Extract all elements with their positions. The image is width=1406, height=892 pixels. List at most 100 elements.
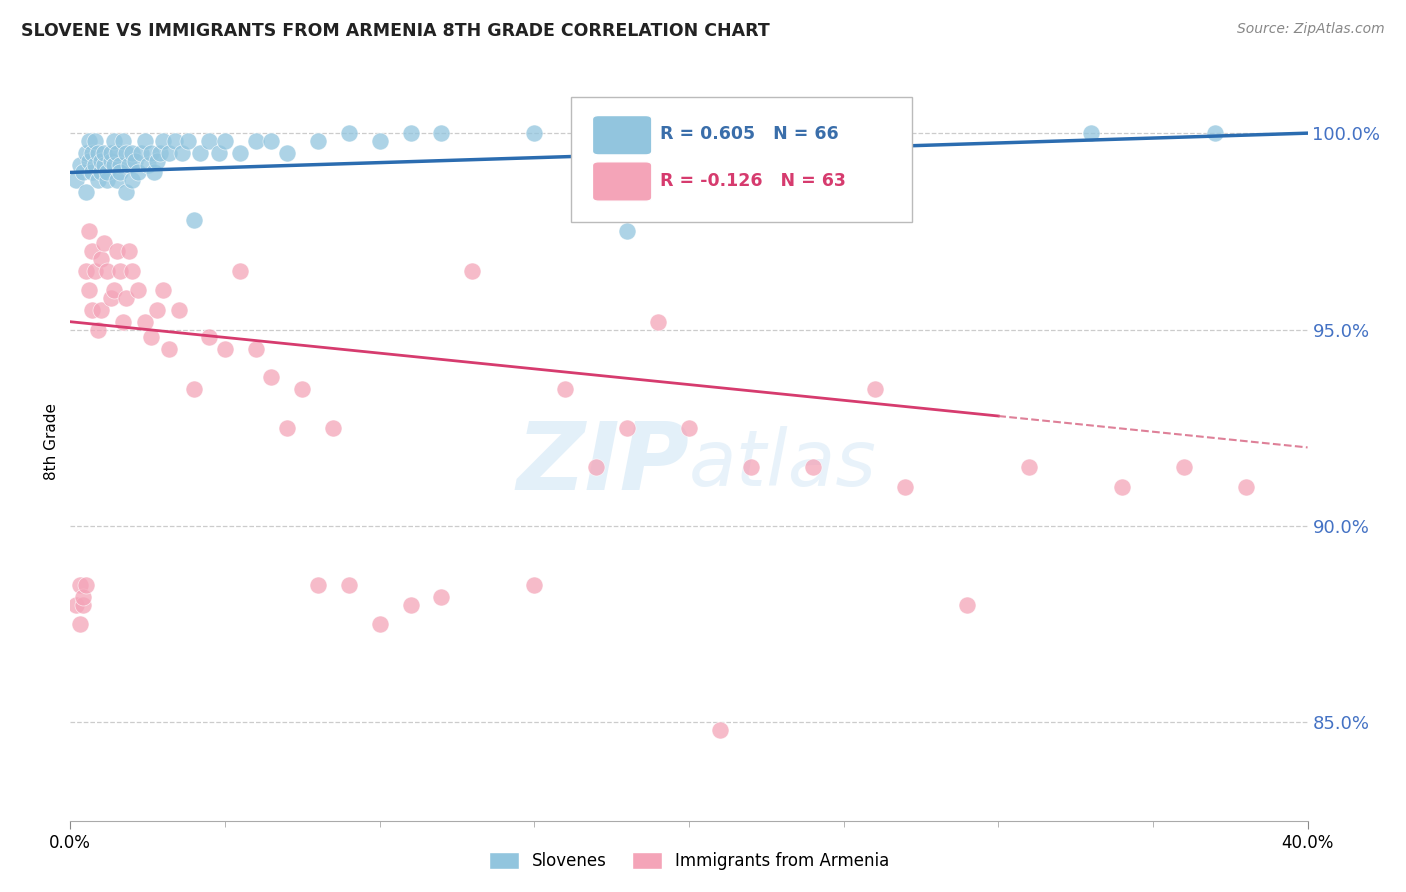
Point xyxy=(105,244,128,258)
Text: atlas: atlas xyxy=(689,426,877,502)
Point xyxy=(307,578,329,592)
Y-axis label: 8th Grade: 8th Grade xyxy=(44,403,59,480)
Point xyxy=(111,315,134,329)
Point xyxy=(124,153,146,168)
Point xyxy=(157,343,180,357)
Point xyxy=(616,421,638,435)
Point xyxy=(90,153,112,168)
Point xyxy=(65,173,87,187)
Point xyxy=(136,158,159,172)
Point xyxy=(170,145,193,160)
Point xyxy=(80,165,103,179)
Point xyxy=(80,145,103,160)
Point xyxy=(554,382,576,396)
Point xyxy=(77,224,100,238)
FancyBboxPatch shape xyxy=(571,96,911,221)
Point xyxy=(77,134,100,148)
Text: ZIP: ZIP xyxy=(516,418,689,510)
Point xyxy=(276,145,298,160)
Point xyxy=(801,460,824,475)
Point xyxy=(121,263,143,277)
Point xyxy=(149,145,172,160)
Point xyxy=(100,153,122,168)
Point xyxy=(1018,460,1040,475)
Point xyxy=(177,134,200,148)
Point xyxy=(127,165,149,179)
Point xyxy=(87,322,110,336)
Point xyxy=(115,145,138,160)
Point xyxy=(65,598,87,612)
Point xyxy=(322,421,344,435)
Point xyxy=(863,382,886,396)
Point xyxy=(103,134,125,148)
Point xyxy=(146,302,169,317)
Point xyxy=(188,145,211,160)
Point xyxy=(167,302,190,317)
Point xyxy=(157,145,180,160)
Point xyxy=(1080,126,1102,140)
Point xyxy=(75,578,97,592)
Point xyxy=(678,421,700,435)
Point xyxy=(1111,480,1133,494)
Point xyxy=(291,382,314,396)
Point xyxy=(214,134,236,148)
Point xyxy=(96,263,118,277)
Point xyxy=(229,145,252,160)
Point xyxy=(108,158,131,172)
Point xyxy=(108,263,131,277)
Point xyxy=(139,145,162,160)
Point xyxy=(96,173,118,187)
Point xyxy=(430,126,453,140)
Point xyxy=(121,173,143,187)
Text: R = -0.126   N = 63: R = -0.126 N = 63 xyxy=(661,172,846,190)
Text: Source: ZipAtlas.com: Source: ZipAtlas.com xyxy=(1237,22,1385,37)
Point xyxy=(93,236,115,251)
Point xyxy=(72,598,94,612)
Point xyxy=(709,723,731,738)
Point xyxy=(103,158,125,172)
Point xyxy=(127,283,149,297)
Point xyxy=(80,302,103,317)
FancyBboxPatch shape xyxy=(592,115,652,155)
Point xyxy=(1234,480,1257,494)
Point xyxy=(115,291,138,305)
Point xyxy=(152,283,174,297)
Point xyxy=(1204,126,1226,140)
Point xyxy=(245,343,267,357)
Point xyxy=(678,126,700,140)
Point xyxy=(90,302,112,317)
Point xyxy=(461,263,484,277)
Point xyxy=(87,145,110,160)
Point xyxy=(214,343,236,357)
Point xyxy=(245,134,267,148)
Point xyxy=(87,173,110,187)
Point xyxy=(103,283,125,297)
Point xyxy=(399,126,422,140)
Point xyxy=(368,134,391,148)
Text: R = 0.605   N = 66: R = 0.605 N = 66 xyxy=(661,126,839,144)
Point xyxy=(75,263,97,277)
Point xyxy=(142,165,165,179)
Point xyxy=(100,291,122,305)
Point xyxy=(152,134,174,148)
Point xyxy=(146,153,169,168)
FancyBboxPatch shape xyxy=(592,161,652,202)
Point xyxy=(260,369,283,384)
Point xyxy=(118,158,141,172)
Point xyxy=(337,578,360,592)
Point xyxy=(100,145,122,160)
Point xyxy=(134,315,156,329)
Point xyxy=(72,165,94,179)
Point xyxy=(84,134,107,148)
Point xyxy=(108,165,131,179)
Point xyxy=(69,617,91,632)
Point xyxy=(105,145,128,160)
Point xyxy=(260,134,283,148)
Point xyxy=(307,134,329,148)
Point xyxy=(585,460,607,475)
Text: SLOVENE VS IMMIGRANTS FROM ARMENIA 8TH GRADE CORRELATION CHART: SLOVENE VS IMMIGRANTS FROM ARMENIA 8TH G… xyxy=(21,22,770,40)
Point xyxy=(183,212,205,227)
Point xyxy=(121,145,143,160)
Point xyxy=(131,145,153,160)
Point xyxy=(134,134,156,148)
